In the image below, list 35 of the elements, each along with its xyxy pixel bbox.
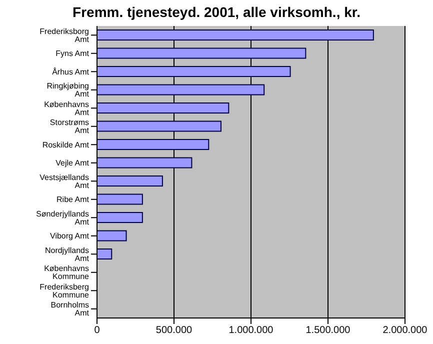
bar — [97, 248, 112, 260]
y-tick-label: Københavns Amt — [44, 100, 90, 117]
y-tick-label: Ringkjøbing Amt — [46, 82, 90, 99]
y-tick-label: Nordjyllands Amt — [44, 246, 90, 263]
y-tick-label: Storstrøms Amt — [50, 118, 90, 136]
y-tick-label: Københavns Kommune — [44, 264, 90, 282]
bar — [97, 66, 291, 77]
bar — [97, 157, 192, 168]
bar — [97, 230, 127, 242]
y-tick-label: Bornholms Amt — [50, 300, 90, 318]
bar — [97, 176, 163, 186]
y-tick-label: Roskilde Amt — [42, 140, 90, 150]
bar — [97, 48, 306, 59]
bar — [97, 84, 265, 96]
x-tick-label: 0 — [94, 325, 100, 336]
y-tick-label: Frederiksberg Kommune — [40, 282, 90, 300]
bar — [97, 212, 143, 223]
chart-title: Fremm. tjenesteyd. 2001, alle virksomh., kr. — [72, 4, 362, 22]
y-tick-label: Viborg Amt — [50, 232, 90, 241]
y-tick-label: Vejle Amt — [56, 158, 90, 168]
bar — [97, 139, 210, 150]
y-tick-label: Vestsjællands Amt — [40, 172, 90, 190]
y-tick-label: Sønderjyllands Amt — [36, 209, 90, 226]
x-tick-label: 1.000.000 — [228, 325, 274, 336]
y-tick-label: Fyns Amt — [56, 49, 90, 58]
bar — [97, 120, 222, 132]
bar — [97, 194, 143, 205]
x-tick-label: 1.500.000 — [306, 325, 351, 336]
x-tick-label: 2.000.000 — [382, 325, 428, 336]
bar — [97, 102, 230, 114]
y-tick-label: Ribe Amt — [56, 195, 90, 204]
y-tick-label: Frederiksborg Amt — [40, 26, 90, 44]
y-tick-label: Århus Amt — [52, 67, 90, 76]
x-tick-label: 500.000 — [156, 325, 193, 336]
bar — [97, 30, 374, 40]
